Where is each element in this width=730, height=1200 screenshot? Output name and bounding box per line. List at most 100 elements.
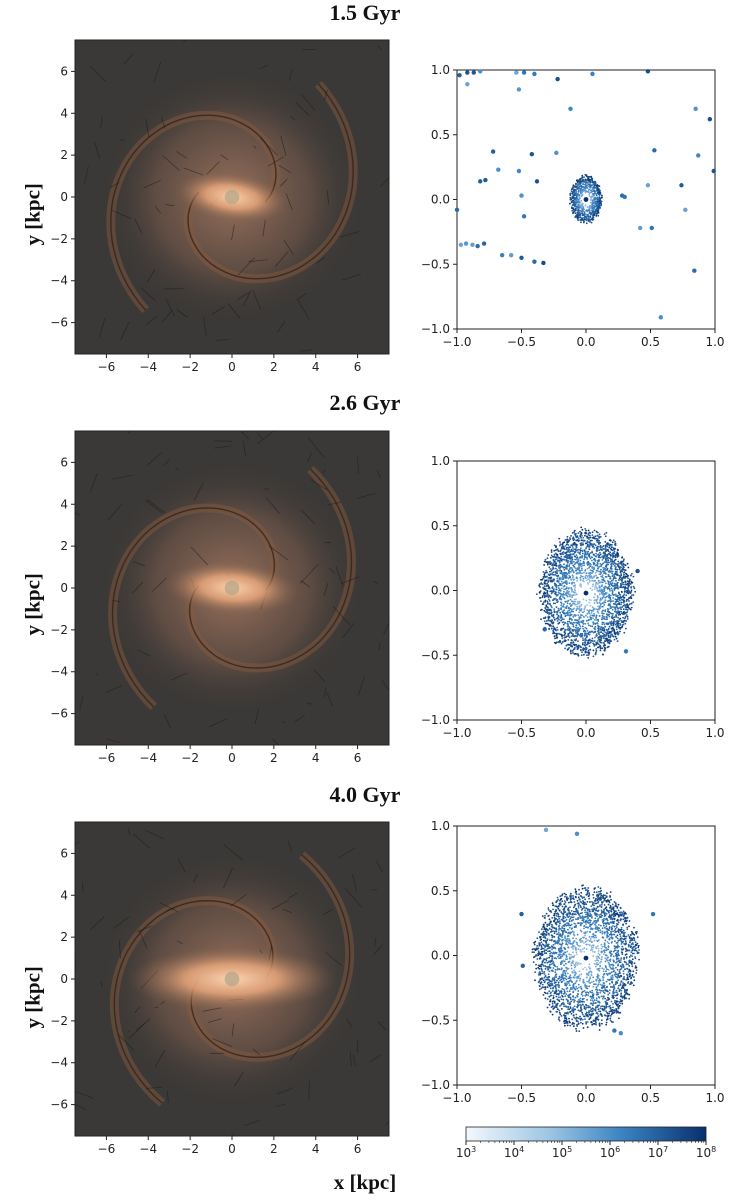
particle xyxy=(593,602,596,604)
particle xyxy=(579,565,581,567)
particle xyxy=(581,555,583,558)
particle xyxy=(570,632,573,634)
y-tick-label: 6 xyxy=(60,846,68,860)
particle xyxy=(556,577,559,580)
particle xyxy=(586,579,588,582)
particle xyxy=(599,556,602,559)
particle xyxy=(592,195,594,198)
particle xyxy=(631,581,634,584)
particle xyxy=(571,201,574,203)
particle xyxy=(628,578,631,581)
particle xyxy=(620,601,623,604)
particle xyxy=(559,588,561,591)
particle xyxy=(550,923,553,926)
particle xyxy=(634,957,637,960)
particle xyxy=(566,595,569,598)
particle xyxy=(544,946,546,948)
dust-filament xyxy=(112,474,133,480)
particle xyxy=(559,928,562,930)
particle xyxy=(612,966,614,968)
y-tick-label: −6 xyxy=(50,1098,68,1112)
particle xyxy=(551,586,554,588)
dust-filament xyxy=(342,622,355,638)
outlier-particle xyxy=(465,82,470,87)
dust-filament xyxy=(165,204,175,207)
particle xyxy=(573,621,576,624)
particle xyxy=(602,621,605,624)
particle xyxy=(609,607,612,610)
dust-filament xyxy=(161,310,173,323)
dust-filament xyxy=(100,981,104,988)
particle xyxy=(615,572,618,575)
particle xyxy=(544,914,546,917)
particle xyxy=(607,583,610,585)
particle xyxy=(540,578,542,581)
particle xyxy=(606,542,608,545)
particle xyxy=(625,594,628,597)
particle xyxy=(602,645,605,647)
particle xyxy=(573,192,576,195)
particle xyxy=(622,940,624,943)
outlier-particle xyxy=(519,193,524,198)
particle xyxy=(617,607,620,610)
particle xyxy=(608,585,610,588)
particle xyxy=(535,954,538,957)
particle xyxy=(576,899,579,902)
scatter-panel-2: −1.0 −0.5 0.0 0.5 1.01.00.50.0−0.5−1.0 xyxy=(421,454,725,740)
particle xyxy=(589,912,592,915)
particle xyxy=(619,617,622,620)
particle xyxy=(589,604,592,607)
x-tick-label: 1.0 xyxy=(705,335,724,349)
particle xyxy=(578,606,581,609)
dust-filament xyxy=(371,888,378,891)
particle xyxy=(595,569,598,572)
outlier-particle xyxy=(645,183,651,188)
particle xyxy=(567,571,570,574)
dust-filament xyxy=(94,142,101,159)
particle xyxy=(608,641,611,644)
outlier-particle xyxy=(532,259,537,264)
particle xyxy=(610,640,612,643)
particle xyxy=(585,547,587,550)
particle xyxy=(589,631,592,634)
particle xyxy=(561,942,564,945)
particle xyxy=(570,587,573,589)
particle xyxy=(611,562,614,565)
particle xyxy=(560,642,563,645)
particle xyxy=(555,574,558,577)
particle xyxy=(558,537,561,540)
particle xyxy=(559,895,562,897)
particle xyxy=(609,551,611,554)
particle xyxy=(612,627,615,630)
particle xyxy=(543,588,546,590)
particle xyxy=(578,628,581,631)
particle xyxy=(583,927,585,930)
particle xyxy=(603,587,606,590)
particle xyxy=(623,583,625,586)
particle xyxy=(586,641,589,644)
particle xyxy=(572,578,575,581)
dust-filament xyxy=(105,685,122,693)
particle xyxy=(595,925,597,927)
particle xyxy=(586,654,588,656)
particle xyxy=(564,600,567,603)
particle xyxy=(579,557,581,559)
dust-filament xyxy=(193,482,204,501)
particle xyxy=(610,546,613,548)
particle xyxy=(620,610,622,613)
particle xyxy=(616,640,619,642)
particle xyxy=(554,567,557,570)
particle xyxy=(577,208,580,211)
particle xyxy=(604,569,607,572)
outlier-particle xyxy=(542,627,547,632)
particle xyxy=(576,1006,578,1008)
particle xyxy=(582,210,584,213)
particle xyxy=(628,997,631,1000)
particle xyxy=(572,203,575,206)
particle xyxy=(571,590,573,593)
particle xyxy=(608,923,610,925)
particle xyxy=(549,987,552,990)
dust-filament xyxy=(276,1088,293,1095)
particle xyxy=(573,1001,575,1003)
particle xyxy=(592,583,594,586)
